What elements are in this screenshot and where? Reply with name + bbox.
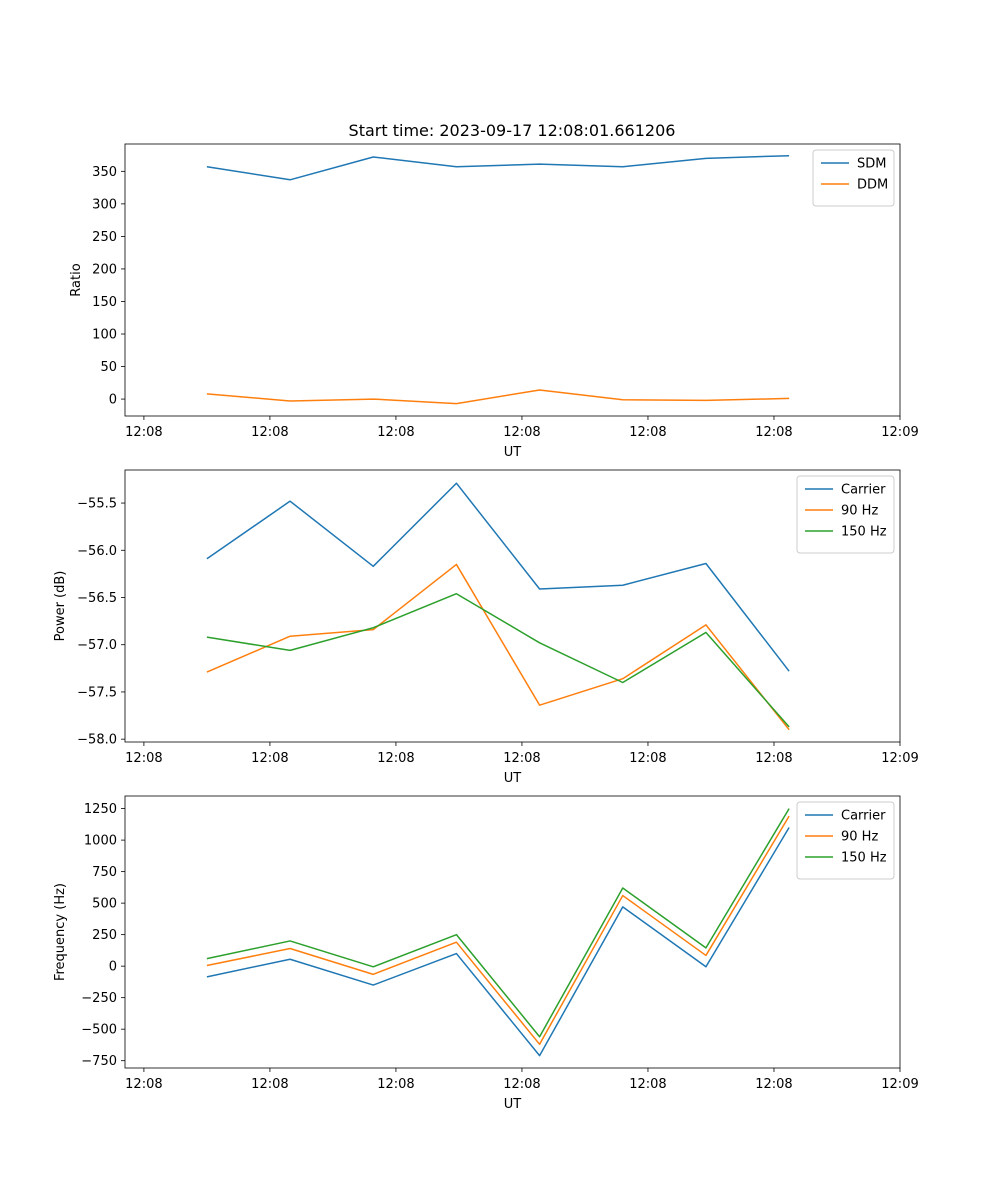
frequency-x-tick-label: 12:08 xyxy=(125,1077,162,1092)
power-x-tick-label: 12:08 xyxy=(629,751,666,766)
frequency-y-tick-label: −250 xyxy=(81,991,117,1006)
frequency-x-tick-label: 12:08 xyxy=(755,1077,792,1092)
ratio-axes-frame xyxy=(124,143,901,417)
power-x-tick-label: 12:08 xyxy=(377,751,414,766)
power-y-tick-label: −55.5 xyxy=(77,497,117,512)
figure-title: Start time: 2023-09-17 12:08:01.661206 xyxy=(349,121,676,140)
ratio-legend-label-ddm: DDM xyxy=(857,178,888,193)
ratio-x-axis-label: UT xyxy=(504,445,522,460)
power-x-tick-label: 12:08 xyxy=(503,751,540,766)
frequency-x-tick-label: 12:08 xyxy=(629,1077,666,1092)
frequency-x-tick-label: 12:08 xyxy=(503,1077,540,1092)
frequency-legend-label-carrier: Carrier xyxy=(841,809,886,824)
power-legend-label-carrier: Carrier xyxy=(841,483,886,498)
power-axes-frame xyxy=(124,469,901,743)
power-y-axis-label: Power (dB) xyxy=(53,571,68,642)
frequency-y-tick-label: 1000 xyxy=(84,834,117,849)
frequency-series-90-hz-line xyxy=(206,815,790,1046)
ratio-x-tick-label: 12:08 xyxy=(503,425,540,440)
power-y-tick-label: −58.0 xyxy=(77,733,117,748)
frequency-y-axis-label: Frequency (Hz) xyxy=(53,883,68,981)
ratio-series-ddm-line xyxy=(206,389,790,405)
ratio-y-tick-label: 150 xyxy=(92,295,117,310)
power-legend-label-150-hz: 150 Hz xyxy=(841,525,887,540)
ratio-y-tick-label: 0 xyxy=(109,393,117,408)
power-series-carrier-line xyxy=(206,482,790,672)
frequency-legend-label-150-hz: 150 Hz xyxy=(841,851,887,866)
frequency-y-tick-label: −500 xyxy=(81,1023,117,1038)
power-y-tick-label: −56.0 xyxy=(77,544,117,559)
ratio-x-tick-label: 12:08 xyxy=(377,425,414,440)
frequency-y-tick-label: 1250 xyxy=(84,802,117,817)
power-y-tick-label: −56.5 xyxy=(77,591,117,606)
power-legend-label-90-hz: 90 Hz xyxy=(841,504,878,519)
ratio-y-axis-label: Ratio xyxy=(69,263,84,296)
ratio-y-tick-label: 300 xyxy=(92,197,117,212)
ratio-series-sdm-line xyxy=(206,154,790,181)
ratio-x-tick-label: 12:08 xyxy=(125,425,162,440)
frequency-y-tick-label: 750 xyxy=(92,865,117,880)
power-x-tick-label: 12:08 xyxy=(125,751,162,766)
frequency-x-axis-label: UT xyxy=(504,1097,522,1112)
frequency-x-tick-label: 12:09 xyxy=(881,1077,918,1092)
ratio-x-tick-label: 12:08 xyxy=(251,425,288,440)
ratio-x-tick-label: 12:09 xyxy=(881,425,918,440)
ratio-y-tick-label: 50 xyxy=(100,360,117,375)
ratio-x-tick-label: 12:08 xyxy=(629,425,666,440)
ratio-y-tick-label: 200 xyxy=(92,262,117,277)
frequency-series-carrier-line xyxy=(206,827,790,1057)
frequency-legend xyxy=(796,801,895,880)
power-panel: 12:08 12:08 12:08 12:08 12:08 12:08 12:09 −58.0… xyxy=(53,469,919,786)
frequency-x-tick-label: 12:08 xyxy=(377,1077,414,1092)
ratio-x-tick-label: 12:08 xyxy=(755,425,792,440)
ratio-y-tick-label: 100 xyxy=(92,328,117,343)
power-x-tick-label: 12:08 xyxy=(251,751,288,766)
power-y-tick-label: −57.0 xyxy=(77,638,117,653)
frequency-panel: 12:08 12:08 12:08 12:08 12:08 12:08 12:09 −750 −… xyxy=(53,795,919,1112)
power-series-150-hz-line xyxy=(206,592,790,728)
frequency-y-tick-label: 250 xyxy=(92,928,117,943)
frequency-legend-label-90-hz: 90 Hz xyxy=(841,830,878,845)
frequency-y-tick-label: 0 xyxy=(109,960,117,975)
frequency-y-tick-label: −750 xyxy=(81,1054,117,1069)
ratio-y-tick-label: 250 xyxy=(92,230,117,245)
ratio-panel: 12:08 12:08 12:08 12:08 12:08 12:08 12:09 0 50 10… xyxy=(69,143,919,460)
power-series-90-hz-line xyxy=(206,563,790,731)
frequency-axes-frame xyxy=(124,795,901,1069)
frequency-x-tick-label: 12:08 xyxy=(251,1077,288,1092)
power-y-tick-label: −57.5 xyxy=(77,685,117,700)
power-legend xyxy=(796,475,895,554)
power-x-tick-label: 12:09 xyxy=(881,751,918,766)
frequency-y-tick-label: 500 xyxy=(92,897,117,912)
ratio-legend xyxy=(812,149,895,207)
ratio-legend-label-sdm: SDM xyxy=(857,157,886,172)
power-x-tick-label: 12:08 xyxy=(755,751,792,766)
ratio-y-tick-label: 350 xyxy=(92,165,117,180)
power-x-axis-label: UT xyxy=(504,771,522,786)
frequency-series-150-hz-line xyxy=(206,808,790,1038)
